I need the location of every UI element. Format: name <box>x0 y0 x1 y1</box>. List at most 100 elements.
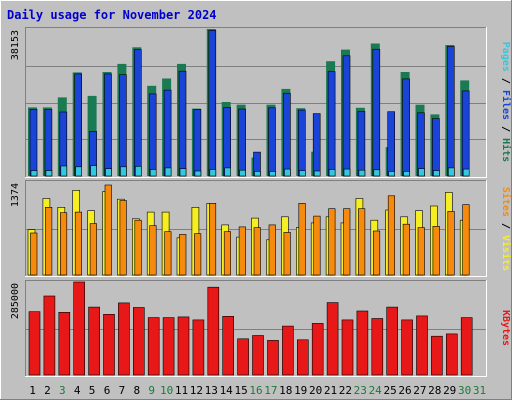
bar-sites-day-3 <box>59 212 68 276</box>
bar-pages-day-20 <box>313 170 321 177</box>
legend-separator: / <box>500 72 511 90</box>
series-files <box>29 30 470 177</box>
bar-sites-day-30 <box>462 204 470 276</box>
bar-kbytes-day-24 <box>371 318 384 376</box>
legend-item-pages: Pages <box>500 42 511 72</box>
bar-sites-day-2 <box>45 207 53 276</box>
bar-kbytes-day-25 <box>386 306 399 376</box>
bar-files-day-4 <box>74 73 82 177</box>
day-label-8: 8 <box>133 384 140 397</box>
bar-pages-day-10 <box>164 167 172 177</box>
bar-files-day-19 <box>297 109 306 177</box>
bar-pages-day-25 <box>388 171 396 177</box>
panel-middle: 1374 Sites / Visits <box>10 180 512 277</box>
bar-files-day-13 <box>208 30 217 177</box>
bar-kbytes-day-18 <box>282 325 294 376</box>
bar-files-day-17 <box>268 107 276 177</box>
legend-bottom: KBytes <box>500 310 511 346</box>
bar-files-day-27 <box>417 112 425 177</box>
axis-max-label-bottom: 285000 <box>10 283 21 319</box>
day-label-6: 6 <box>104 384 111 397</box>
bar-kbytes-day-4 <box>73 281 85 376</box>
day-label-10: 10 <box>160 384 173 397</box>
bar-sites-day-15 <box>238 226 246 276</box>
bar-files-day-14 <box>223 107 231 177</box>
bar-sites-day-17 <box>268 224 276 276</box>
series-kbytes <box>28 281 473 376</box>
panel-top: 38153 Pages / Files / Hits <box>10 27 512 178</box>
bar-sites-day-23 <box>358 208 366 276</box>
day-label-2: 2 <box>44 384 51 397</box>
bar-sites-day-19 <box>298 203 306 276</box>
legend-top: Pages / Files / Hits <box>500 42 512 162</box>
bar-files-day-2 <box>44 109 53 177</box>
bar-pages-day-19 <box>298 170 306 177</box>
bar-kbytes-day-27 <box>416 315 428 376</box>
day-label-22: 22 <box>339 384 352 397</box>
bar-sites-day-9 <box>149 225 157 276</box>
legend-item-visits: Visits <box>500 235 512 271</box>
day-label-24: 24 <box>369 384 383 397</box>
bar-sites-day-6 <box>104 184 112 276</box>
bar-pages-day-1 <box>30 170 38 177</box>
bar-kbytes-day-15 <box>237 338 249 376</box>
bar-kbytes-day-21 <box>326 302 339 376</box>
day-label-31: 31 <box>473 384 486 397</box>
bar-pages-day-2 <box>45 170 53 177</box>
bar-files-day-7 <box>119 74 127 177</box>
day-label-14: 14 <box>220 384 234 397</box>
bar-kbytes-day-5 <box>88 306 100 376</box>
bar-files-day-20 <box>312 113 321 177</box>
day-label-26: 26 <box>398 384 411 397</box>
panel-bottom: 285000 KBytes <box>10 280 511 377</box>
bar-kbytes-day-13 <box>207 286 220 376</box>
bar-sites-day-29 <box>447 211 455 276</box>
bar-files-day-15 <box>238 108 246 177</box>
bar-files-day-10 <box>163 89 172 177</box>
bar-files-day-26 <box>402 78 410 177</box>
bar-pages-day-4 <box>75 166 82 177</box>
bar-kbytes-day-16 <box>252 335 264 376</box>
bar-kbytes-day-12 <box>192 319 205 376</box>
legend-item-kbytes: KBytes <box>500 310 511 346</box>
axis-max-label-top: 38153 <box>10 30 21 60</box>
day-label-25: 25 <box>383 384 396 397</box>
bar-kbytes-day-2 <box>43 295 56 376</box>
day-label-12: 12 <box>190 384 203 397</box>
bar-kbytes-day-11 <box>177 316 190 376</box>
bar-pages-day-6 <box>105 168 112 177</box>
bar-kbytes-day-29 <box>445 333 458 376</box>
bar-sites-day-20 <box>313 215 321 276</box>
day-label-4: 4 <box>74 384 81 397</box>
chart-title: Daily usage for November 2024 <box>7 8 217 22</box>
bar-sites-day-18 <box>283 232 291 276</box>
day-label-15: 15 <box>234 384 247 397</box>
bar-sites-day-26 <box>402 223 410 276</box>
bar-sites-day-22 <box>343 208 351 276</box>
bar-files-day-25 <box>387 111 396 177</box>
bar-pages-day-12 <box>194 170 202 177</box>
bar-files-day-18 <box>283 92 291 177</box>
day-label-30: 30 <box>458 384 471 397</box>
day-label-29: 29 <box>443 384 456 397</box>
bar-files-day-29 <box>446 46 455 177</box>
bar-kbytes-day-6 <box>103 313 115 376</box>
bar-kbytes-day-19 <box>296 339 309 376</box>
bar-kbytes-day-30 <box>460 317 473 376</box>
day-label-5: 5 <box>89 384 96 397</box>
day-label-17: 17 <box>264 384 277 397</box>
bar-sites-day-8 <box>134 219 142 276</box>
bar-kbytes-day-17 <box>267 340 279 376</box>
day-label-9: 9 <box>148 384 155 397</box>
day-label-7: 7 <box>119 384 126 397</box>
bar-files-day-8 <box>134 49 142 177</box>
bar-kbytes-day-10 <box>162 317 175 376</box>
bar-sites-day-13 <box>209 203 217 276</box>
bar-sites-day-10 <box>164 231 172 276</box>
bar-pages-day-24 <box>373 169 381 177</box>
day-label-27: 27 <box>413 384 426 397</box>
day-label-13: 13 <box>205 384 218 397</box>
bar-kbytes-day-8 <box>133 307 145 376</box>
bar-pages-day-15 <box>239 169 246 177</box>
